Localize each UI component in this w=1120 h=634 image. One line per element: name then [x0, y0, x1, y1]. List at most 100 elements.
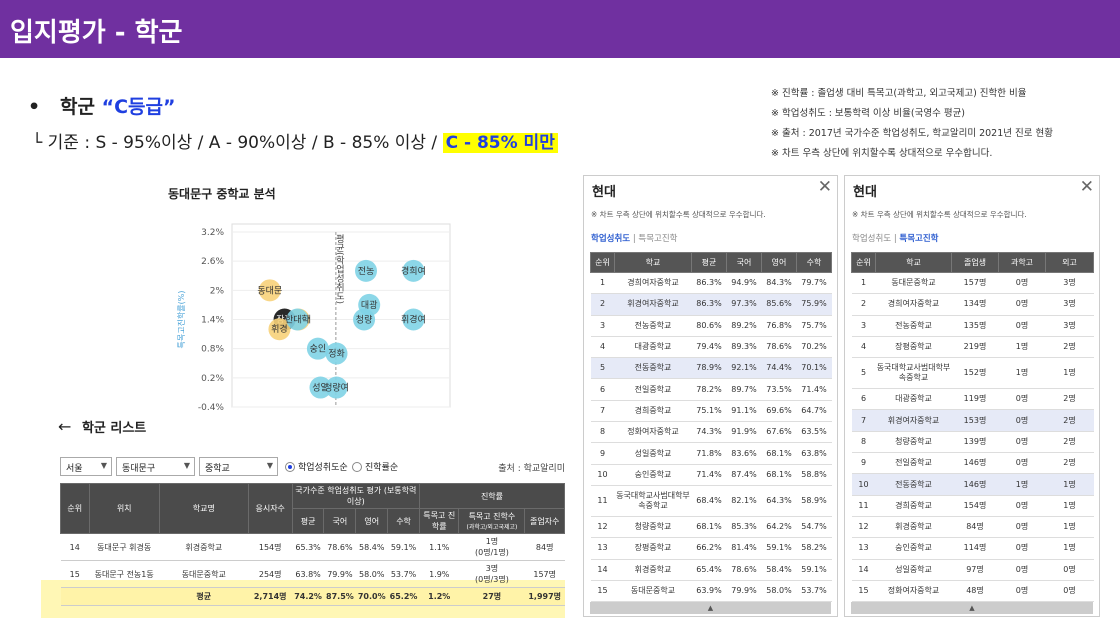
col-header: 위치 [88, 483, 160, 534]
city-select[interactable]: 서울 ▼ [60, 457, 112, 476]
table-cell: 84명 [524, 533, 565, 561]
tab-advance[interactable]: 특목고진학 [899, 234, 939, 244]
table-cell: 13 [590, 537, 615, 560]
table-cell: 3명 [1045, 315, 1094, 337]
radio-achievement[interactable]: 학업성취도순 [285, 460, 348, 473]
table-cell: 1,997명 [524, 587, 565, 606]
average-line-label: 평균(학업성취도) [334, 234, 344, 304]
radio-advance[interactable]: 진학률순 [352, 460, 398, 473]
table-cell: 2명 [1045, 388, 1094, 411]
bullet-label: 학군 [60, 96, 95, 118]
table-row[interactable]: 6 대광중학교 119명 0명 2명 [851, 388, 1094, 411]
table-row[interactable]: 15 동대문구 전농1동 동대문중학교 254명 63.8% 79.9% 58.0% 53.7… [60, 560, 565, 588]
table-cell: 휘경중학교 [875, 516, 952, 539]
table-cell: 154명 [248, 533, 293, 561]
district-select[interactable]: 동대문구 ▼ [116, 457, 195, 476]
table-row[interactable]: 2 경희여자중학교 134명 0명 3명 [851, 293, 1094, 316]
table-cell: 0명 [998, 293, 1046, 316]
table-cell: 146명 [951, 452, 999, 475]
table-row[interactable]: 10 전동중학교 146명 1명 1명 [851, 473, 1094, 496]
grade-bullet: • 학군 “C등급” [28, 92, 176, 119]
table-row[interactable]: 9 성일중학교 71.8% 83.6% 68.1% 63.8% [590, 442, 832, 465]
table-cell: 2명 [1045, 409, 1094, 432]
table-cell: 70.0% [355, 587, 388, 606]
note-3: ※ 출처 : 2017년 국가수준 학업성취도, 학교알리미 2021년 진로 … [771, 128, 1053, 139]
table-cell: 0명 [998, 537, 1046, 560]
col-header: 수학 [796, 252, 832, 273]
close-icon[interactable]: ✕ [1079, 177, 1094, 197]
table-cell: 0명 [998, 409, 1046, 432]
table-row[interactable]: 13 숭인중학교 114명 0명 1명 [851, 537, 1094, 560]
table-row[interactable]: 13 장평중학교 66.2% 81.4% 59.1% 58.2% [590, 537, 832, 560]
radio-on-icon[interactable] [285, 461, 295, 472]
table-row[interactable]: 15 정화여자중학교 48명 0명 0명 [851, 580, 1094, 603]
table-cell: 1명 [998, 473, 1046, 496]
tab-advance[interactable]: 특목고진학 [638, 234, 678, 244]
table-row[interactable]: 12 청량중학교 68.1% 85.3% 64.2% 54.7% [590, 516, 832, 539]
table-row[interactable]: 3 전농중학교 135명 0명 3명 [851, 315, 1094, 337]
table-cell: 146명 [951, 473, 999, 496]
list-header[interactable]: ← 학군 리스트 [58, 417, 146, 436]
table-row[interactable]: 3 전농중학교 80.6% 89.2% 76.8% 75.7% [590, 315, 832, 337]
table-row[interactable]: 8 정화여자중학교 74.3% 91.9% 67.6% 63.5% [590, 421, 832, 444]
table-row[interactable]: 6 전일중학교 78.2% 89.7% 73.5% 71.4% [590, 378, 832, 401]
table-cell: 동대문중학교 [875, 272, 952, 295]
scroll-up-button[interactable]: ▲ [590, 602, 831, 614]
col-header: 순위 [590, 252, 615, 273]
panel-achievement: 현대 ✕ ※ 차트 우측 상단에 위치할수록 상대적으로 우수합니다. 학업성취… [583, 175, 838, 617]
col-header: 평균 [291, 508, 325, 534]
table-cell: 8 [590, 421, 615, 444]
back-arrow-icon[interactable]: ← [58, 417, 72, 436]
table-row[interactable]: 4 대광중학교 79.4% 89.3% 78.6% 70.2% [590, 336, 832, 359]
table-cell: 58.4% [355, 533, 388, 561]
table-row[interactable]: 1 동대문중학교 157명 0명 3명 [851, 272, 1094, 295]
tab-achievement[interactable]: 학업성취도 [852, 234, 892, 244]
level-select[interactable]: 중학교 ▼ [199, 457, 278, 476]
note-1: ※ 진학률 : 졸업생 대비 특목고(과학고, 외고국제고) 진학한 비율 [771, 88, 1027, 99]
table-cell: 8 [851, 431, 876, 454]
table-cell: 152명 [951, 357, 999, 390]
data-point [355, 259, 378, 282]
table-row[interactable]: 4 장평중학교 219명 1명 2명 [851, 336, 1094, 359]
y-tick-label: 2.6% [201, 257, 224, 267]
radio-off-icon[interactable] [352, 461, 362, 472]
table-cell: 0명 [998, 559, 1046, 581]
tab-achievement[interactable]: 학업성취도 [591, 234, 631, 244]
table-cell: 14 [851, 559, 876, 581]
table-cell: 70.1% [796, 357, 832, 380]
data-point-label: 정화 [328, 349, 345, 360]
table-cell: 58.4% [761, 559, 797, 581]
table-row[interactable]: 14 동대문구 휘경동 휘경중학교 154명 65.3% 78.6% 58.4% 59.1% 1… [60, 533, 565, 561]
table-cell: 68.1% [761, 442, 797, 465]
table-cell: 66.2% [691, 537, 727, 560]
table-cell: 1.9% [419, 560, 459, 588]
close-icon[interactable]: ✕ [817, 177, 832, 197]
table-cell: 전농중학교 [614, 315, 692, 337]
table-cell: 휘경여자중학교 [614, 293, 692, 316]
table-row[interactable]: 7 경희중학교 75.1% 91.1% 69.6% 64.7% [590, 400, 832, 423]
table-row[interactable]: 10 숭인중학교 71.4% 87.4% 68.1% 58.8% [590, 464, 832, 486]
data-point [325, 376, 348, 399]
filter-bar: 서울 ▼ 동대문구 ▼ 중학교 ▼ 학업성취도순 진학률순 출처 : 학교알리미 [60, 457, 565, 477]
table-row[interactable]: 15 동대문중학교 63.9% 79.9% 58.0% 53.7% [590, 580, 832, 603]
table-cell: 58.0% [761, 580, 797, 603]
col-header: 학교 [875, 252, 952, 273]
table-row[interactable]: 11 동국대학교사범대학부속중학교 68.4% 82.1% 64.3% 58.9% [590, 485, 832, 517]
table-row[interactable]: 8 청량중학교 139명 0명 2명 [851, 431, 1094, 454]
table-row[interactable]: 5 동국대학교사범대학부속중학교 152명 1명 1명 [851, 357, 1094, 390]
data-point [286, 308, 309, 331]
scroll-up-button[interactable]: ▲ [851, 602, 1093, 614]
table-row[interactable]: 14 성일중학교 97명 0명 0명 [851, 559, 1094, 581]
table-row[interactable]: 5 전동중학교 78.9% 92.1% 74.4% 70.1% [590, 357, 832, 380]
table-row[interactable]: 2 휘경여자중학교 86.3% 97.3% 85.6% 75.9% [590, 293, 832, 316]
table-row[interactable]: 9 전일중학교 146명 0명 2명 [851, 452, 1094, 475]
col-header: 학교 [614, 252, 692, 273]
table-cell: 동대문구 휘경동 [89, 533, 160, 561]
table-cell: 71.4% [796, 378, 832, 401]
table-row[interactable]: 14 휘경중학교 65.4% 78.6% 58.4% 59.1% [590, 559, 832, 581]
table-row[interactable]: 1 경희여자중학교 86.3% 94.9% 84.3% 79.7% [590, 272, 832, 295]
table-row[interactable]: 7 휘경여자중학교 153명 0명 2명 [851, 409, 1094, 432]
y-tick-label: -0.4% [198, 403, 225, 413]
table-row[interactable]: 11 경희중학교 154명 0명 1명 [851, 495, 1094, 517]
table-row[interactable]: 12 휘경중학교 84명 0명 1명 [851, 516, 1094, 539]
